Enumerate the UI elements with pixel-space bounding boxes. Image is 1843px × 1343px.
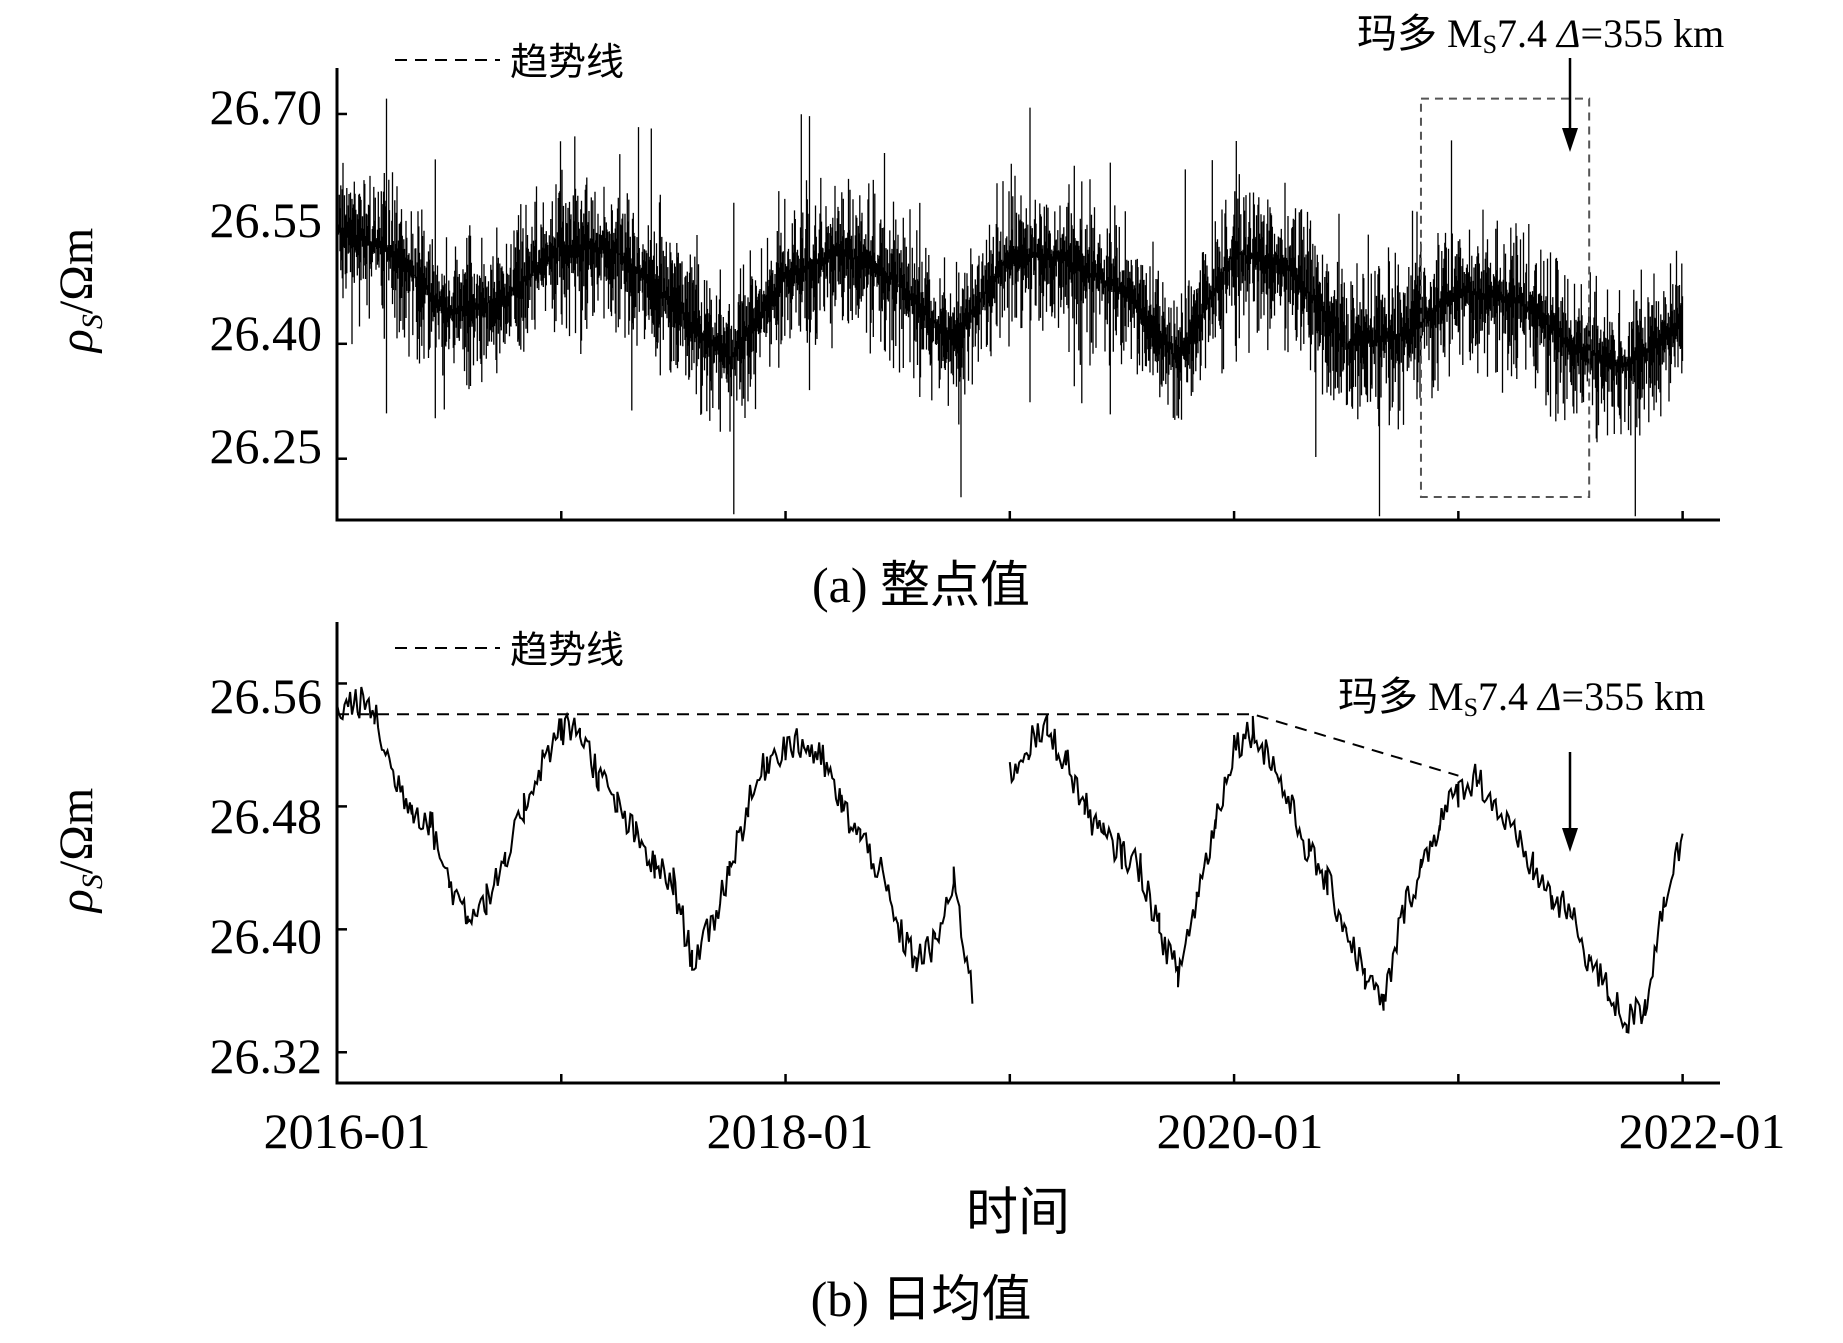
panel-a-y-tick-label: 26.40 [210,305,323,361]
panel-a-event-annotation: 玛多 MS7.4 Δ=355 km [1357,11,1724,59]
panel-b-series-line [336,686,1684,1034]
panel-a-series-line [336,98,1684,517]
panel-b-x-tick-label: 2022-01 [1619,1103,1786,1159]
panel-b-y-ticks [337,682,347,1054]
panel-b-legend-label: 趋势线 [510,630,624,672]
panel-b-y-axis-label: ρS/Ωm [50,788,109,914]
panel-b-x-tick-label: 2020-01 [1157,1103,1324,1159]
panel-b-y-tick-label: 26.48 [210,788,323,844]
panel-b-x-tick-label: 2018-01 [707,1103,874,1159]
panel-a-caption: (a) 整点值 [812,557,1030,613]
panel-a-y-tick-label: 26.70 [210,79,323,135]
panel-b-caption: (b) 日均值 [811,1271,1032,1327]
panel-a-y-axis-label: ρS/Ωm [50,228,109,354]
panel-b-trend-line [337,713,1459,777]
panel-a-legend-label: 趋势线 [510,42,624,84]
panel-b-y-tick-label: 26.32 [210,1028,323,1084]
panel-a-y-tick-label: 26.55 [210,192,323,248]
panel-a-event-arrowhead [1562,128,1578,152]
panel-a-highlight-box [1419,97,1591,499]
panel-b-y-tick-label: 26.56 [210,668,323,724]
panel-a-hourly: 26.70 26.55 26.40 26.25 ρS/Ωm 趋势线 玛多 MS7… [50,11,1724,613]
panel-b-x-ticks [335,1074,1684,1083]
panel-b-x-tick-label: 2016-01 [264,1103,431,1159]
panel-a-y-tick-label: 26.25 [210,418,323,474]
panel-a-x-ticks [335,511,1684,520]
panel-b-x-axis-label: 时间 [966,1185,1070,1242]
panel-b-event-annotation: 玛多 MS7.4 Δ=355 km [1338,674,1705,722]
panel-b-daily: 26.56 26.48 26.40 26.32 2016-01 2018-01 … [50,622,1785,1327]
panel-b-y-tick-label: 26.40 [210,908,323,964]
panel-b-event-arrowhead [1562,828,1578,852]
